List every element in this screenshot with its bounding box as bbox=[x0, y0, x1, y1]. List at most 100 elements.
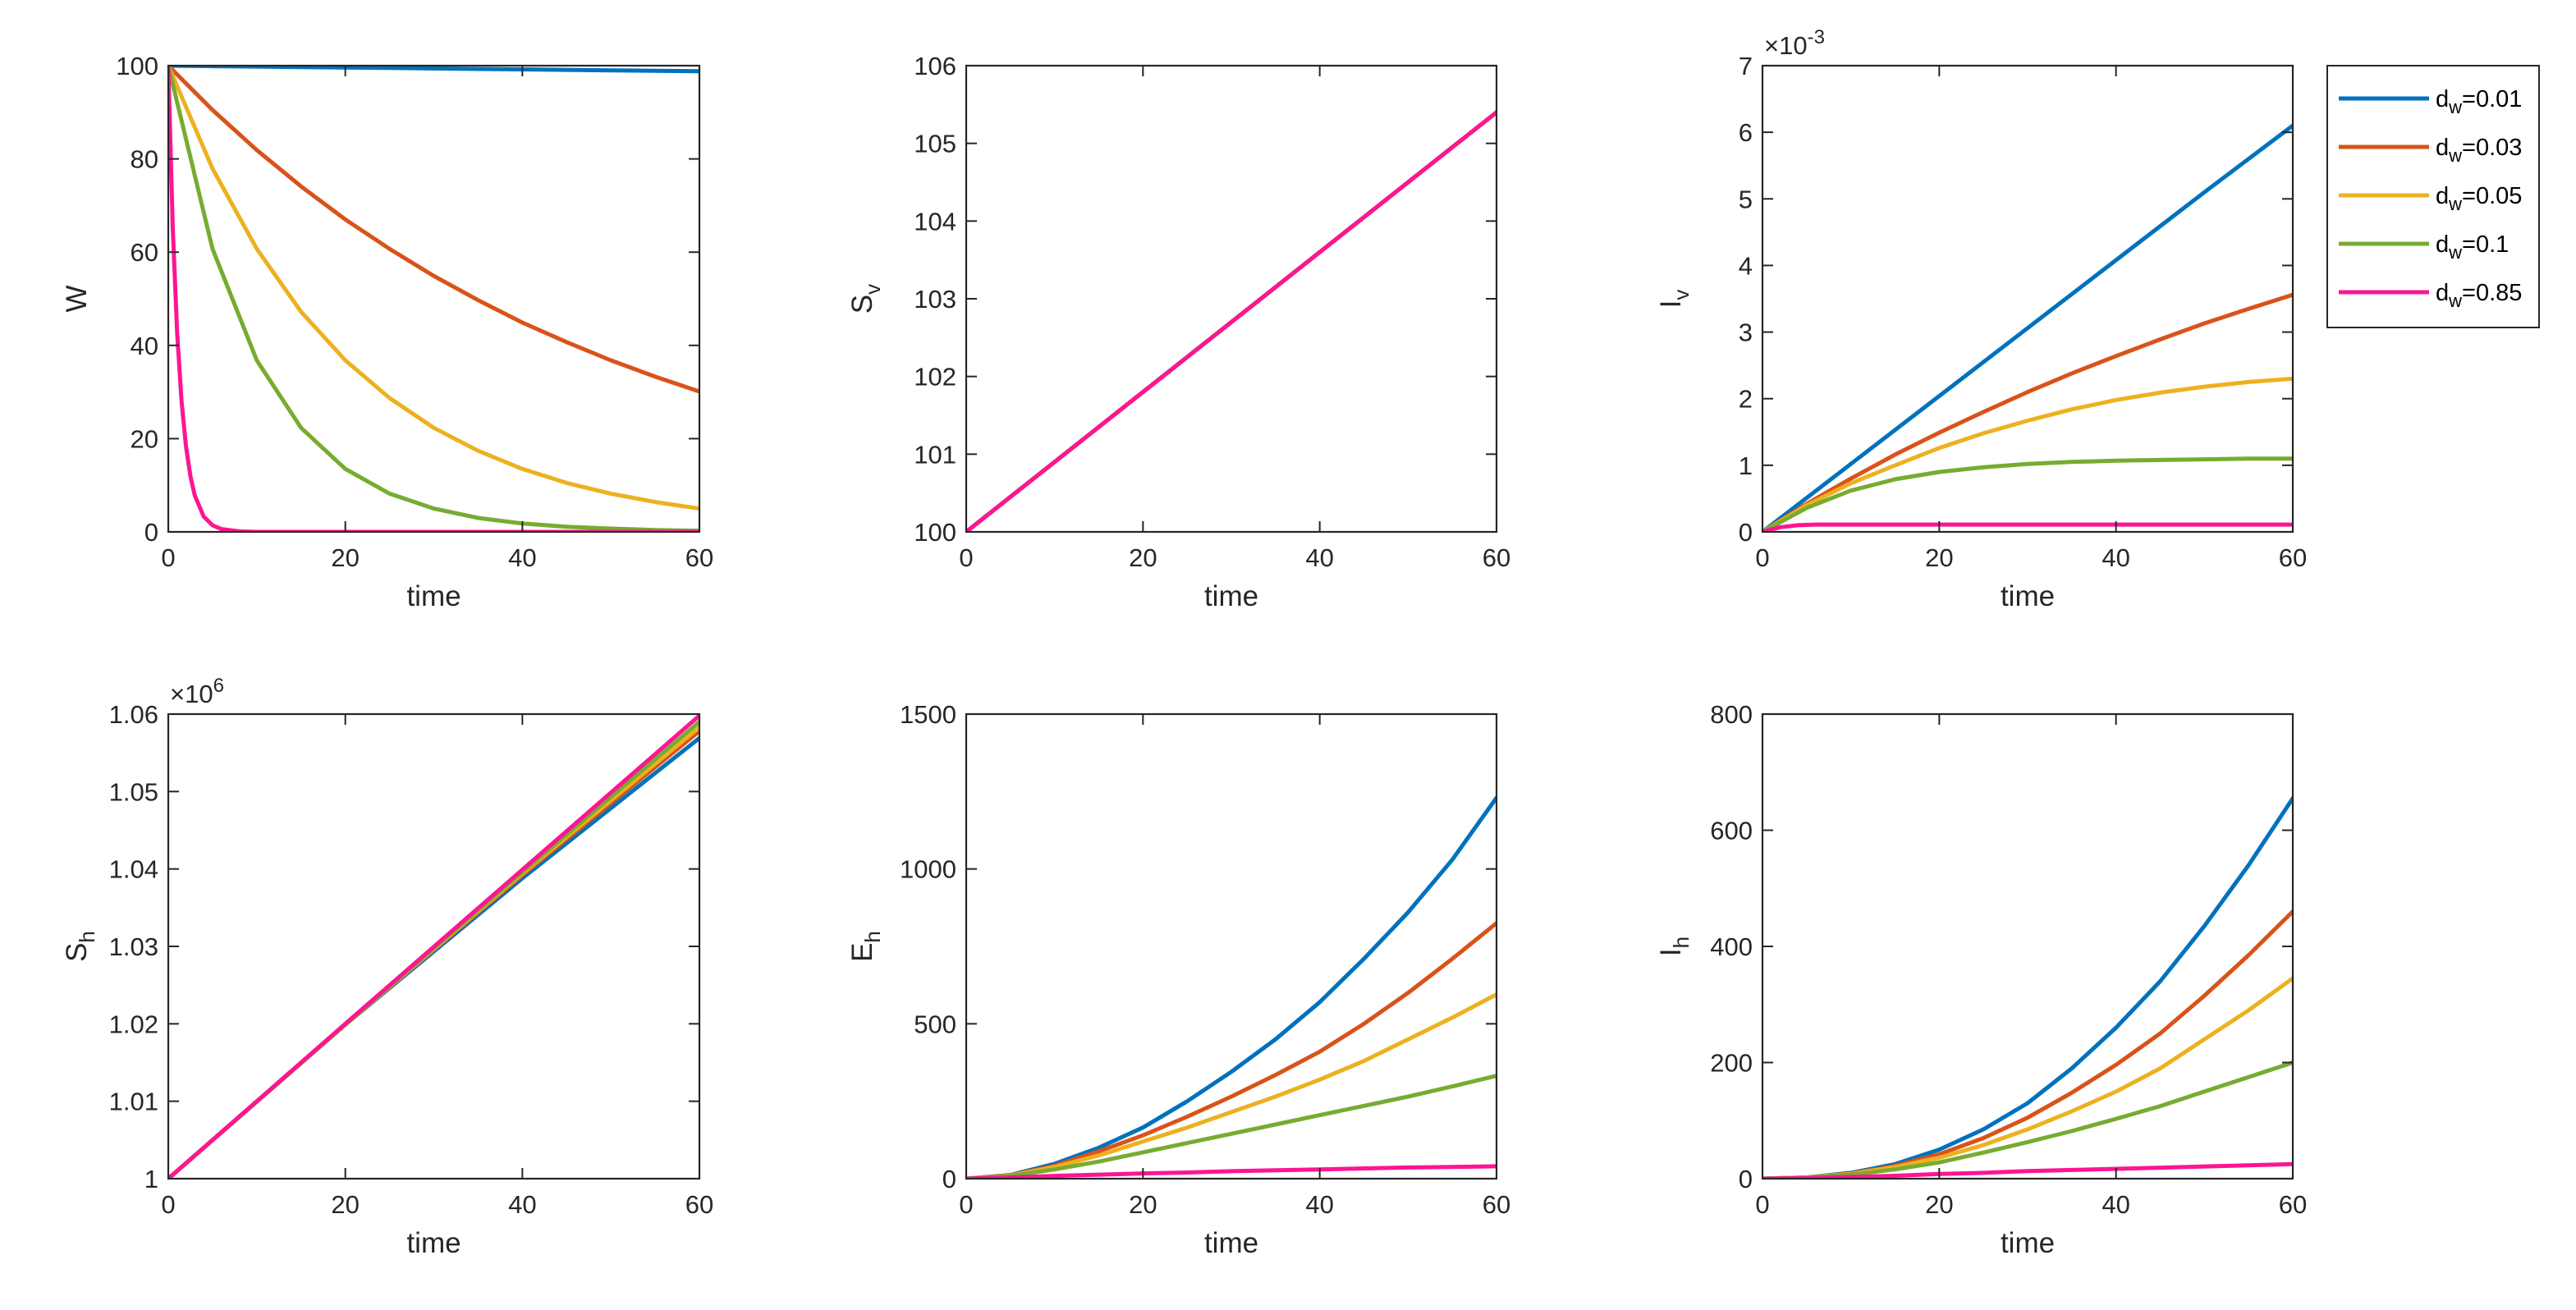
x-axis-label: time bbox=[2001, 1227, 2055, 1259]
axes-box bbox=[167, 64, 701, 534]
x-tick-label: 0 bbox=[1755, 1190, 1769, 1219]
x-tick-label: 0 bbox=[1755, 543, 1769, 572]
y-tick-label: 200 bbox=[1710, 1049, 1753, 1078]
subplot-sh: 0 20 40 60 1 1.01 1.02 1.03 1.04 1.05 1.06 ×106 time… bbox=[61, 675, 713, 1259]
plot-area bbox=[1762, 714, 2293, 1179]
x-axis-label: time bbox=[406, 580, 461, 612]
y-tick-label: 1.06 bbox=[109, 700, 158, 729]
y-axis-label: Sh bbox=[61, 931, 99, 962]
y-tick-label: 4 bbox=[1739, 251, 1753, 280]
series-line-d-w-0-85 bbox=[168, 66, 699, 532]
series-line-d-w-0-1 bbox=[1762, 1060, 2293, 1179]
x-tick-label: 60 bbox=[1483, 1190, 1510, 1219]
plot-area bbox=[966, 714, 1497, 1179]
y-tick-label: 100 bbox=[914, 518, 956, 547]
x-tick-label: 20 bbox=[1129, 1190, 1157, 1219]
y-tick-label: 1.03 bbox=[109, 932, 158, 961]
x-tick-label: 0 bbox=[161, 1190, 175, 1219]
x-tick-label: 20 bbox=[1925, 543, 1953, 572]
y-tick-label: 3 bbox=[1739, 318, 1753, 347]
series-line-d-w-0-05 bbox=[1762, 376, 2293, 532]
legend-entry-d-w-0-05: dw=0.05 bbox=[2339, 183, 2522, 214]
series-line-d-w-0-05 bbox=[168, 66, 699, 511]
series-line-d-w-0-85 bbox=[966, 110, 1497, 532]
series-line-d-w-0-03 bbox=[1762, 292, 2293, 532]
y-tick-label: 1.02 bbox=[109, 1010, 158, 1038]
y-tick-label: 0 bbox=[1739, 518, 1753, 547]
y-axis-label: Sv bbox=[846, 284, 885, 314]
y-tick-label: 60 bbox=[131, 238, 158, 267]
series-line-d-w-0-03 bbox=[168, 66, 699, 394]
x-tick-label: 20 bbox=[331, 543, 359, 572]
axis-exponent: ×106 bbox=[170, 675, 224, 708]
subplot-eh: 0 20 40 60 0 500 1000 1500 time Eh bbox=[846, 700, 1510, 1259]
y-tick-label: 1500 bbox=[900, 700, 956, 729]
legend-label: dw=0.05 bbox=[2436, 183, 2522, 214]
x-tick-label: 40 bbox=[508, 1190, 536, 1219]
y-tick-label: 100 bbox=[116, 52, 158, 80]
y-tick-label: 5 bbox=[1739, 185, 1753, 213]
y-axis-label: Iv bbox=[1655, 290, 1694, 309]
y-tick-label: 1.05 bbox=[109, 777, 158, 806]
series-line-d-w-0-85 bbox=[1762, 522, 2293, 532]
subplot-sv: 0 20 40 60 100 101 102 103 104 105 106 time Sv bbox=[846, 52, 1510, 612]
legend-box bbox=[2326, 65, 2540, 328]
legend-entry-d-w-0-85: dw=0.85 bbox=[2339, 280, 2522, 311]
x-tick-label: 60 bbox=[1483, 543, 1510, 572]
series-line-d-w-0-1 bbox=[966, 1074, 1497, 1179]
axes-box bbox=[1761, 64, 2294, 534]
y-tick-label: 0 bbox=[1739, 1165, 1753, 1193]
subplot-w: 0 20 40 60 0 20 40 60 80 100 time W bbox=[61, 52, 713, 612]
x-tick-label: 40 bbox=[1305, 1190, 1333, 1219]
x-axis-label: time bbox=[1204, 1227, 1258, 1259]
x-tick-label: 0 bbox=[959, 1190, 973, 1219]
y-tick-label: 2 bbox=[1739, 385, 1753, 414]
plot-area bbox=[1762, 66, 2293, 532]
y-tick-label: 0 bbox=[942, 1165, 956, 1193]
series-line-d-w-0-85 bbox=[168, 714, 699, 1179]
y-tick-label: 1000 bbox=[900, 855, 956, 884]
legend-label: dw=0.01 bbox=[2436, 86, 2522, 117]
y-tick-label: 1.04 bbox=[109, 855, 158, 884]
subplot-iv: 0 20 40 60 0 1 2 3 4 5 6 7 ×10-3 time Iv bbox=[1655, 26, 2307, 612]
y-tick-label: 101 bbox=[914, 440, 956, 469]
x-tick-label: 20 bbox=[1129, 543, 1157, 572]
y-tick-label: 20 bbox=[131, 424, 158, 453]
y-axis-label: W bbox=[61, 285, 93, 312]
y-tick-label: 40 bbox=[131, 332, 158, 360]
y-tick-label: 1 bbox=[144, 1165, 158, 1193]
series-line-d-w-0-85 bbox=[1762, 1161, 2293, 1179]
x-tick-label: 40 bbox=[508, 543, 536, 572]
x-tick-label: 20 bbox=[1925, 1190, 1953, 1219]
y-tick-label: 7 bbox=[1739, 52, 1753, 80]
y-tick-label: 400 bbox=[1710, 932, 1753, 961]
y-tick-label: 104 bbox=[914, 207, 956, 236]
y-axis-label: Ih bbox=[1655, 937, 1694, 956]
axis-exponent: ×10-3 bbox=[1764, 26, 1825, 60]
x-axis-label: time bbox=[406, 1227, 461, 1259]
series-line-d-w-0-05 bbox=[966, 992, 1497, 1179]
x-tick-label: 60 bbox=[2279, 1190, 2307, 1219]
x-tick-label: 40 bbox=[1305, 543, 1333, 572]
y-tick-label: 500 bbox=[914, 1010, 956, 1038]
y-tick-label: 600 bbox=[1710, 817, 1753, 845]
plot-area bbox=[168, 66, 699, 532]
legend-label: dw=0.1 bbox=[2436, 231, 2509, 263]
y-tick-label: 0 bbox=[144, 518, 158, 547]
y-tick-label: 106 bbox=[914, 52, 956, 80]
x-tick-label: 20 bbox=[331, 1190, 359, 1219]
x-axis-label: time bbox=[2001, 580, 2055, 612]
x-tick-label: 0 bbox=[959, 543, 973, 572]
y-axis-label: Eh bbox=[846, 931, 885, 962]
axes-box bbox=[965, 712, 1498, 1180]
series-line-d-w-0-85 bbox=[966, 1164, 1497, 1179]
legend-entry-d-w-0-01: dw=0.01 bbox=[2339, 86, 2522, 117]
y-tick-label: 80 bbox=[131, 145, 158, 174]
y-tick-label: 102 bbox=[914, 363, 956, 392]
y-tick-label: 1.01 bbox=[109, 1088, 158, 1116]
x-tick-label: 60 bbox=[685, 1190, 713, 1219]
series-line-d-w-0-01 bbox=[1762, 123, 2293, 532]
y-tick-label: 105 bbox=[914, 130, 956, 158]
